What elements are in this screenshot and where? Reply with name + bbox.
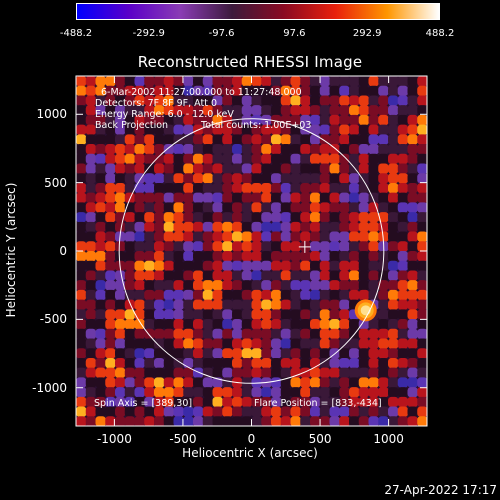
colorbar — [76, 3, 440, 20]
spin-axis-label: Spin Axis = [389,30] — [94, 398, 193, 409]
x-tick-label: -500 — [169, 432, 197, 446]
y-tick-label: -500 — [39, 312, 67, 327]
colorbar-tick-label: 488.2 — [425, 28, 455, 39]
colorbar-tick-label: -488.2 — [59, 28, 93, 39]
spin-axis-marker — [298, 240, 311, 253]
colorbar-tick-label: -97.6 — [208, 28, 235, 39]
detectors-label: Detectors: 7F 8F 9F, Att 0 — [95, 98, 218, 109]
axis-ticks — [76, 76, 427, 426]
solar-limb-circle — [118, 118, 385, 384]
y-tick-label: 1000 — [36, 107, 67, 122]
x-tick-label: 0 — [247, 432, 256, 446]
colorbar-tick-label: -292.9 — [132, 28, 165, 39]
flare-position-label: Flare Position = [833,-434] — [254, 398, 382, 409]
x-axis-label: Heliocentric X (arcsec) — [182, 446, 318, 460]
x-tick-label: 500 — [308, 432, 332, 446]
y-tick-label: 0 — [59, 244, 67, 258]
method-label: Back Projection — [95, 120, 169, 131]
colorbar-tick-label: 97.6 — [283, 28, 306, 39]
x-tick-label: -1000 — [96, 432, 132, 446]
timestamp: 27-Apr-2022 17:17 — [384, 483, 497, 497]
heatmap-image — [76, 76, 427, 426]
date-range-label: 6-Mar-2002 11:27:00.000 to 11:27:48.000 — [101, 87, 302, 98]
y-tick-label: -1000 — [32, 380, 67, 395]
x-tick-label: 1000 — [373, 432, 404, 446]
colorbar-tick-label: 292.9 — [352, 28, 382, 39]
y-tick-label: 500 — [44, 175, 67, 190]
y-axis-label: Heliocentric Y (arcsec) — [4, 182, 18, 318]
total-counts-label: Total counts: 1.00E+03 — [201, 120, 312, 131]
energy-range-label: Energy Range: 6.0 - 12.0 keV — [95, 109, 234, 120]
chart-title: Reconstructed RHESSI Image — [137, 53, 363, 71]
